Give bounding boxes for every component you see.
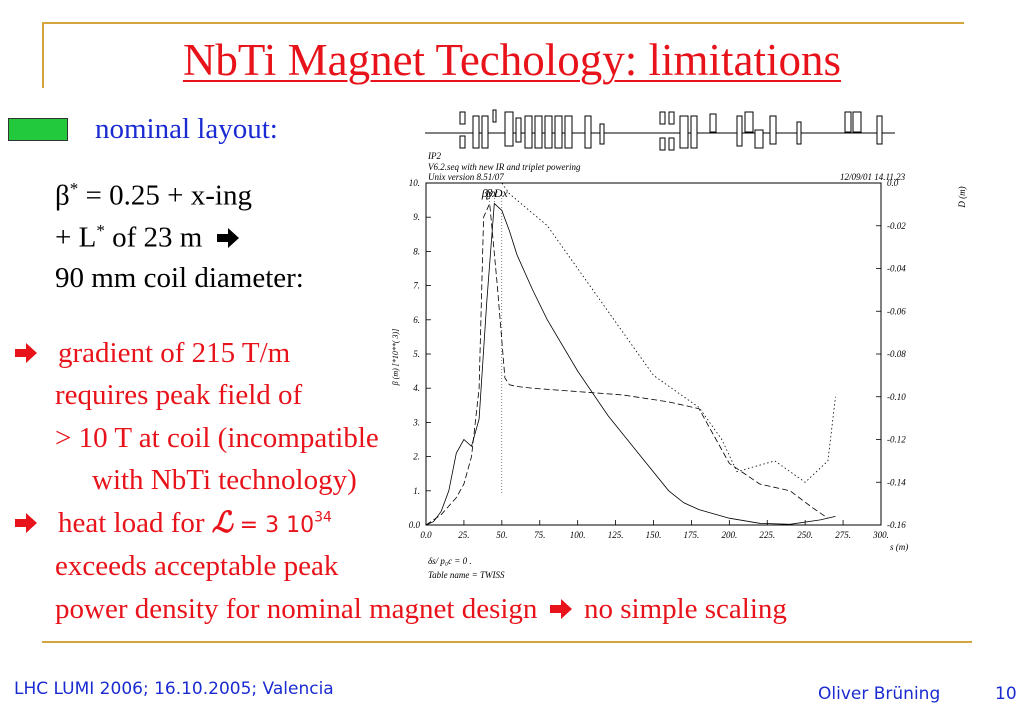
chart-header-1: IP2 [427,152,441,161]
luminosity-symbol: ℒ [211,507,233,539]
y-left-tick-label: 10. [409,178,420,188]
l-star: * [96,221,105,240]
series-label-1: βy [481,186,494,200]
series-line-0 [425,202,836,526]
x-tick-label: 150. [646,530,662,540]
legend-swatch [8,118,68,141]
y-right-tick-label: -0.12 [887,435,906,445]
point-1-line-4: with NbTi technology) [92,464,357,496]
footnote-table: Table name = TWISS [428,570,505,580]
bottom-rule [42,641,972,643]
x-tick-label: 200. [721,530,737,540]
heat-load-text: heat load for [58,507,212,539]
point-2-lead: heat load for ℒ = 3 1034 [58,509,332,538]
series-label-0: βx [485,186,498,200]
point-1-line-1: gradient of 215 T/m [58,337,291,369]
arrow-right-icon [549,599,572,619]
beta-line: β* = 0.25 + x-ing [55,180,252,211]
y-right-tick-label: -0.14 [887,477,906,487]
x-tick-label: 75. [534,530,545,540]
y-right-tick-label: -0.10 [887,392,906,402]
top-rule [42,22,964,24]
y-left-tick-label: 9. [413,212,420,222]
chart-header-3: Unix version 8.51/07 [428,172,504,182]
point-1-line-3: > 10 T at coil (incompatible [55,422,379,454]
plot-frame [425,182,882,526]
y-right-tick-label: -0.06 [887,306,906,316]
y-left-tick-label: 4. [413,383,420,393]
y-left-tick-label: 7. [413,281,420,291]
point-1-line-2: requires peak field of [55,379,303,411]
magnet-layout-strip [425,109,895,151]
point-2-line-1: exceeds acceptable peak [55,550,339,582]
x-tick-label: 0.0 [420,530,432,540]
chart-timestamp: 12/09/01 14.11.23 [840,172,906,182]
no-scaling-text: no simple scaling [576,593,787,625]
y-right-tick-label: -0.16 [887,520,906,530]
chart-header-2: V6.2.seq with new IR and triplet powerin… [428,162,581,172]
series-line-1 [425,201,829,526]
y-right-tick-label: -0.04 [887,264,906,274]
left-rule [42,22,44,88]
x-tick-label: 275. [835,530,851,540]
point-2-line-2: power density for nominal magnet design … [55,595,787,624]
footer-conference: LHC LUMI 2006; 16.10.2005; Valencia [14,679,334,699]
x-tick-label: 250. [797,530,813,540]
x-tick-label: 175. [684,530,700,540]
coil-line: 90 mm coil diameter: [55,262,304,294]
arrow-right-icon [15,343,37,363]
y-right-tick-label: 0.0 [887,178,899,188]
footer-page-number: 10 [995,684,1017,704]
arrow-right-icon [15,513,37,533]
y-left-tick-label: 3. [412,417,420,427]
y-left-tick-label: 8. [413,246,420,256]
y-right-tick-label: -0.08 [887,349,906,359]
luminosity-exponent: 34 [314,509,332,526]
y-axis-right-label: D (m) [957,186,967,208]
beta-symbol: β [55,179,70,212]
beta-text: = 0.25 + x-ing [78,179,252,212]
l-text: of 23 m [104,221,203,254]
x-tick-label: 125. [608,530,624,540]
x-tick-label: 25. [458,530,469,540]
optics-chart: 0.0 25. 50. 75. 100. 125. 150. 175. 200. 225. 250.… [391,152,967,580]
x-tick-label: 50. [496,530,507,540]
series-label-2: Dx [493,186,509,200]
l-prefix: + L [55,221,97,254]
footer-author: Oliver Brüning [818,684,941,704]
footnote-delta: δs/ p₀c = 0 . [428,556,472,566]
x-tick-label: 300. [872,530,889,540]
y-left-tick-label: 2. [413,452,420,462]
slide-title: NbTi Magnet Techology: limitations [182,35,842,85]
x-tick-label: 100. [570,530,586,540]
y-left-tick-label: 5. [413,349,420,359]
y-right-tick-label: -0.02 [887,221,906,231]
y-left-tick-label: 1. [413,486,420,496]
legend-label: nominal layout: [95,113,278,145]
arrow-right-icon [216,227,239,248]
series-line-2 [426,182,836,483]
x-axis-label: s (m) [890,542,908,552]
l-line: + L* of 23 m [55,222,240,253]
y-left-tick-label: 0.0 [409,520,421,530]
y-left-tick-label: 6. [413,315,420,325]
beta-star: * [69,179,79,198]
luminosity-formula: = 3 10 [232,513,315,538]
x-tick-label: 225. [759,530,775,540]
power-density-text: power density for nominal magnet design [55,593,538,625]
y-axis-left-label: β (m) [*10**( 3)] [391,329,400,387]
